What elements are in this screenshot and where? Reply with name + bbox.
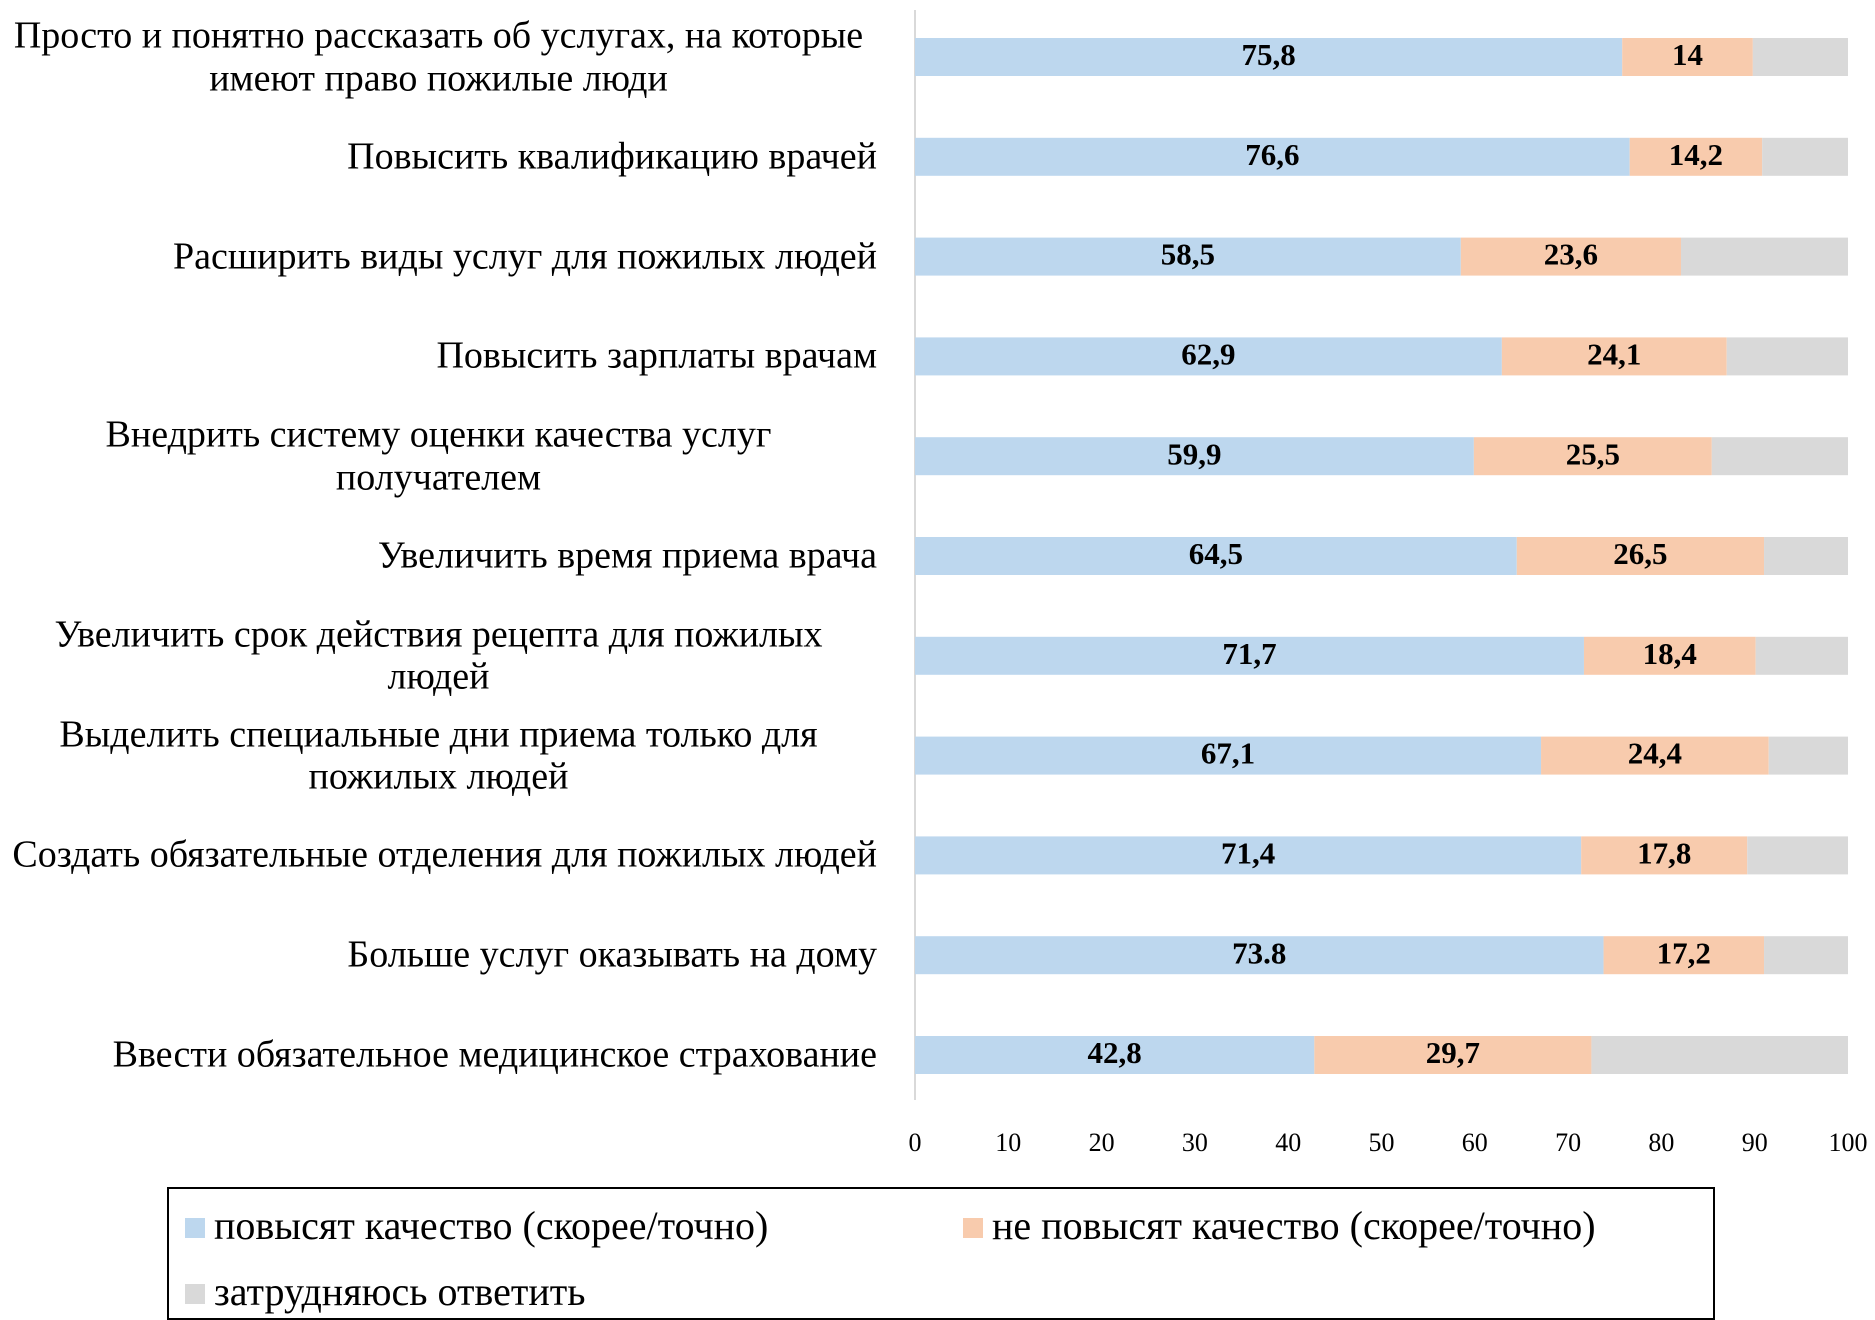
- bar-segment: [1473, 437, 1712, 476]
- data-label: 67,1: [1201, 736, 1255, 771]
- legend-swatch: [963, 1218, 983, 1238]
- bar-segment: [1581, 836, 1748, 875]
- bar-segment: [915, 736, 1542, 775]
- data-label: 58,5: [1161, 237, 1215, 272]
- bar-segment: [1747, 836, 1848, 875]
- category-text: Повысить квалификацию врачей: [347, 135, 877, 178]
- category-label: Просто и понятно рассказать об услугах, …: [0, 14, 877, 99]
- category-label: Повысить квалификацию врачей: [0, 136, 877, 179]
- bar-segment: [1764, 537, 1848, 575]
- bar-segment: [915, 137, 1630, 176]
- bar-segment: [1591, 1036, 1848, 1074]
- bar-segment: [1711, 437, 1848, 476]
- legend-swatch: [185, 1284, 205, 1304]
- legend-swatch: [185, 1218, 205, 1238]
- bar-segment: [1516, 537, 1765, 575]
- bar-segment: [915, 38, 1623, 76]
- x-tick-label: 60: [1462, 1128, 1488, 1157]
- data-label: 29,7: [1426, 1035, 1480, 1070]
- data-label: 73.8: [1232, 935, 1286, 970]
- bar-segment: [1762, 137, 1848, 176]
- bar-segment: [1752, 38, 1848, 76]
- category-text: Увеличить срок действия рецепта для пожи…: [54, 613, 823, 698]
- data-label: 71,4: [1221, 836, 1275, 871]
- x-tick-label: 50: [1369, 1128, 1395, 1157]
- bar-segment: [1726, 337, 1848, 376]
- bar-segment: [915, 936, 1604, 975]
- x-tick-label: 80: [1648, 1128, 1674, 1157]
- data-label: 17,2: [1657, 935, 1711, 970]
- data-label: 42,8: [1088, 1035, 1142, 1070]
- bar-segment: [915, 537, 1517, 575]
- data-label: 62,9: [1181, 337, 1235, 372]
- bar-segment: [915, 636, 1584, 675]
- data-label: 75,8: [1241, 37, 1295, 72]
- category-label: Ввести обязательное медицинское страхова…: [0, 1034, 877, 1077]
- category-text: Расширить виды услуг для пожилых людей: [172, 235, 877, 278]
- bar-segment: [1764, 936, 1848, 975]
- bar-segment: [1583, 636, 1756, 675]
- data-label: 14: [1672, 37, 1703, 72]
- x-tick-label: 90: [1742, 1128, 1768, 1157]
- data-label: 25,5: [1566, 436, 1620, 471]
- legend-label: не повысят качество (скорее/точно): [992, 1203, 1596, 1248]
- bar-segment: [1541, 736, 1769, 775]
- category-label: Больше услуг оказывать на дому: [0, 934, 877, 977]
- category-text: Повысить зарплаты врачам: [436, 335, 877, 378]
- category-text: Просто и понятно рассказать об услугах, …: [13, 14, 864, 99]
- data-label: 24,4: [1628, 736, 1682, 771]
- data-label: 24,1: [1587, 337, 1641, 372]
- bar-segment: [1768, 736, 1848, 775]
- category-label: Повысить зарплаты врачам: [0, 335, 877, 378]
- bar-segment: [1622, 38, 1753, 76]
- data-label: 26,5: [1613, 536, 1667, 571]
- data-label: 71,7: [1222, 636, 1276, 671]
- category-text: Больше услуг оказывать на дому: [347, 933, 877, 976]
- x-tick-label: 0: [909, 1128, 922, 1157]
- category-label: Увеличить время приема врача: [0, 535, 877, 578]
- data-label: 64,5: [1189, 536, 1243, 571]
- category-text: Выделить специальные дни приема только д…: [59, 713, 818, 798]
- bar-segment: [915, 836, 1582, 875]
- category-label: Увеличить срок действия рецепта для пожи…: [0, 613, 877, 698]
- category-label: Внедрить систему оценки качества услуг п…: [0, 414, 877, 499]
- data-label: 59,9: [1167, 436, 1221, 471]
- legend-label: затрудняюсь ответить: [214, 1269, 585, 1314]
- bar-segment: [1755, 636, 1848, 675]
- data-label: 17,8: [1637, 836, 1691, 871]
- data-label: 76,6: [1245, 137, 1299, 172]
- bar-segment: [1629, 137, 1763, 176]
- bar-segment: [915, 437, 1474, 476]
- category-label: Расширить виды услуг для пожилых людей: [0, 235, 877, 278]
- bar-segment: [915, 1036, 1315, 1074]
- bar-segment: [915, 337, 1502, 376]
- bar-segment: [1680, 237, 1848, 276]
- bar-segment: [1314, 1036, 1592, 1074]
- category-label: Создать обязательные отделения для пожил…: [0, 834, 877, 877]
- category-text: Создать обязательные отделения для пожил…: [12, 834, 877, 877]
- category-text: Ввести обязательное медицинское страхова…: [112, 1033, 877, 1076]
- x-tick-label: 20: [1089, 1128, 1115, 1157]
- bar-segment: [1460, 237, 1681, 276]
- x-tick-label: 70: [1555, 1128, 1581, 1157]
- category-text: Увеличить время приема врача: [377, 534, 877, 577]
- x-tick-label: 40: [1275, 1128, 1301, 1157]
- legend-box: [167, 1187, 1715, 1320]
- bar-segment: [1501, 337, 1727, 376]
- bar-segment: [915, 237, 1461, 276]
- bar-segment: [1603, 936, 1765, 975]
- data-label: 14,2: [1669, 137, 1723, 172]
- data-label: 18,4: [1643, 636, 1697, 671]
- category-text: Внедрить систему оценки качества услуг п…: [105, 413, 772, 499]
- x-tick-label: 30: [1182, 1128, 1208, 1157]
- x-tick-label: 100: [1829, 1128, 1868, 1157]
- legend-label: повысят качество (скорее/точно): [214, 1203, 768, 1248]
- x-tick-label: 10: [995, 1128, 1021, 1157]
- category-label: Выделить специальные дни приема только д…: [0, 713, 877, 798]
- data-label: 23,6: [1544, 237, 1598, 272]
